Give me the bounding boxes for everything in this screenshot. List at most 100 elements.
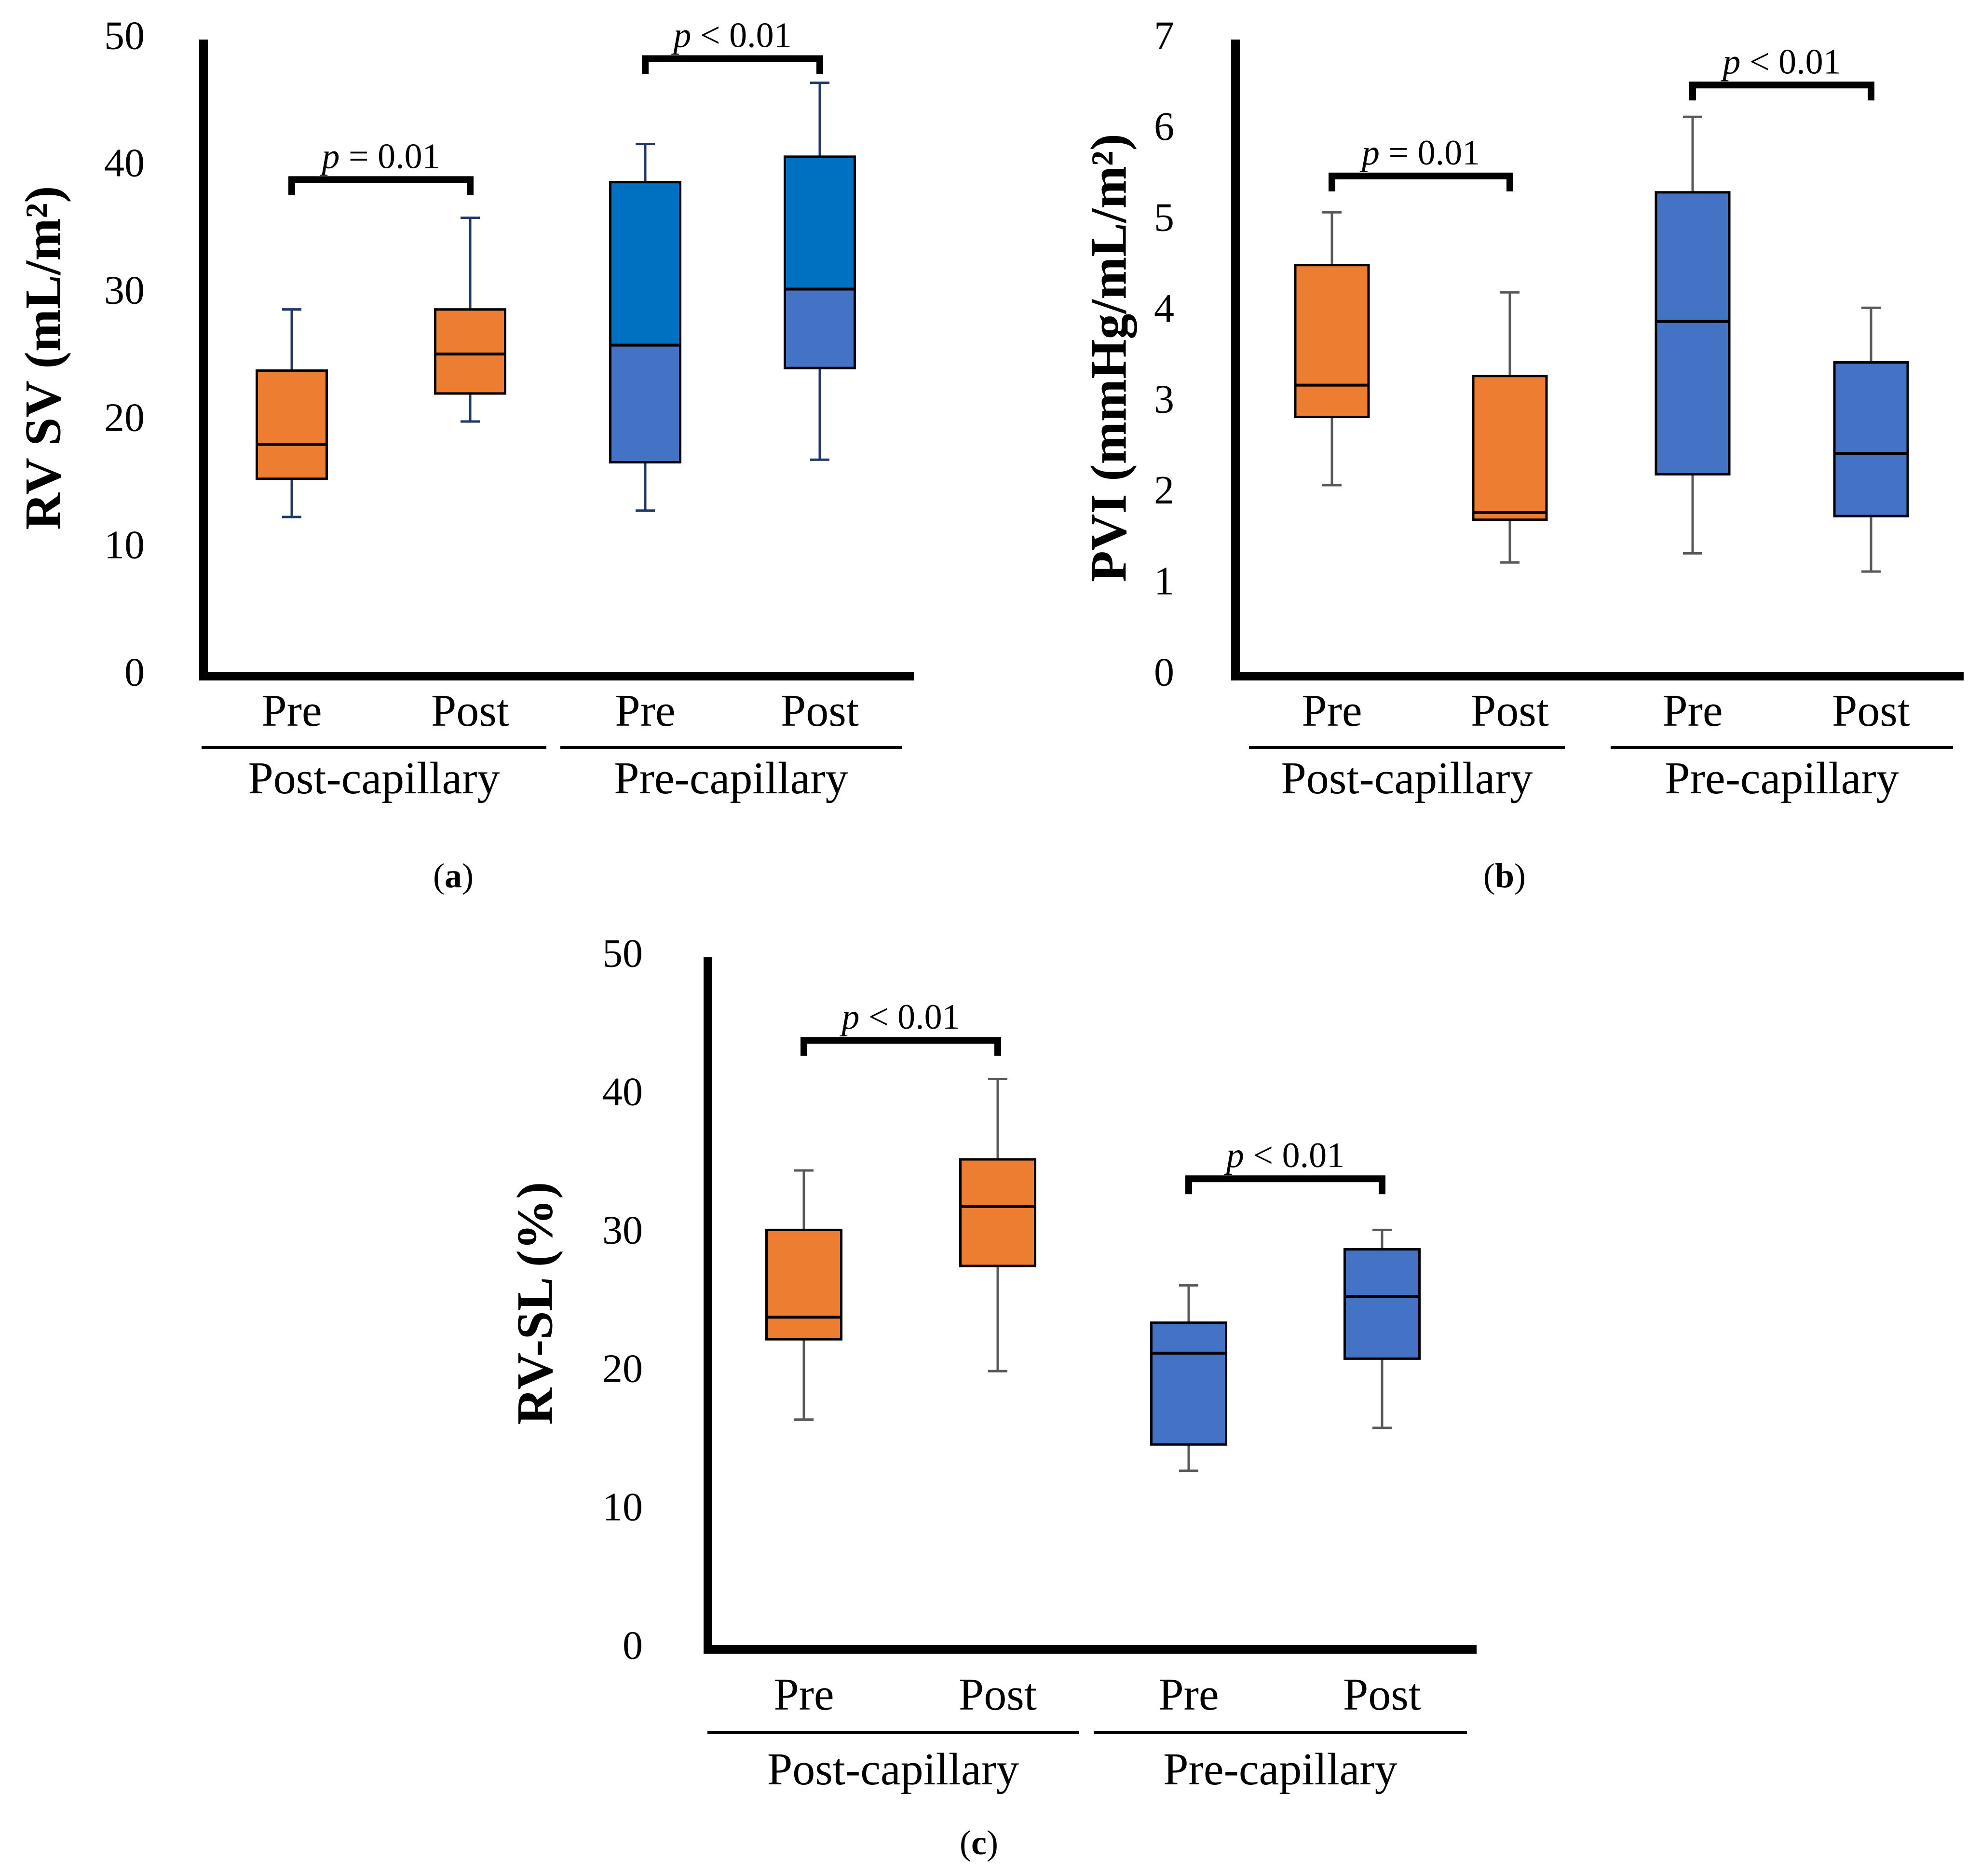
y-tick-label: 0 [623,1623,643,1668]
box-0 [765,1169,842,1421]
box-upper [1151,1322,1226,1353]
box-outline [1472,375,1548,521]
p-value-label: p < 0.01 [839,997,960,1037]
box-0 [1294,211,1370,487]
y-tick-label: 50 [104,13,145,58]
y-tick-label: 4 [1154,286,1174,331]
box-1 [434,217,506,423]
y-tick-label: 1 [1154,559,1174,604]
category-label: Pre [261,686,322,736]
category-label: Post [431,686,509,736]
box-3 [1833,306,1909,573]
p-value-label: p = 0.01 [319,136,440,176]
box-upper [1834,362,1908,453]
box-outline [1655,191,1731,476]
box-outline [959,1158,1036,1267]
significance-bracket [1689,82,1874,101]
box-1 [959,1078,1036,1373]
box-0 [256,308,328,518]
box-upper [785,156,855,289]
box-upper [1473,376,1547,513]
box-lower [610,345,680,462]
category-label: Post [959,1670,1037,1720]
y-tick-label: 20 [104,395,145,440]
box-upper [960,1159,1035,1207]
box-lower [1344,1296,1420,1359]
y-tick-label: 40 [602,1069,643,1114]
box-upper [1344,1249,1420,1297]
box-lower [257,444,327,479]
y-tick-label: 3 [1154,377,1174,422]
box-outline [609,181,681,463]
y-axis-label: RV-SL (%) [506,1182,563,1425]
y-tick-label: 30 [602,1208,643,1252]
y-axis-label: RV SV (mL/m²) [14,186,71,530]
panel-label: (a) [433,856,474,895]
y-tick-label: 50 [602,931,643,976]
chart-a: RV SV (mL/m²) 0 10 20 30 40 50 Pre Post Pre Post Po… [14,13,914,895]
box-lower [1834,453,1908,517]
y-tick-label: 40 [104,140,145,185]
significance-bracket [1185,1175,1385,1195]
box-upper [257,370,327,445]
p-value-label: p < 0.01 [1224,1136,1344,1175]
box-2 [1150,1284,1227,1472]
box-upper [435,309,505,354]
panel-label: (c) [960,1823,998,1862]
category-label: Pre [1158,1670,1219,1720]
significance-bracket [642,55,823,74]
box-1 [1472,291,1548,564]
group-label: Pre-capillary [614,753,848,803]
box-lower [960,1206,1035,1266]
panel-label: (b) [1483,856,1526,895]
group-label: Post-capillary [248,753,500,803]
box-outline [1833,361,1909,517]
box-lower [1656,321,1729,475]
y-tick-label: 0 [124,650,145,694]
box-lower [785,289,855,368]
y-tick-label: 10 [602,1484,643,1529]
category-label: Post [1832,686,1910,736]
box-outline [784,155,856,369]
box-upper [766,1230,841,1318]
box-outline [256,369,328,480]
group-label: Post-capillary [767,1744,1019,1794]
significance-bracket [1329,172,1513,191]
p-value-label: p = 0.01 [1359,133,1480,173]
category-label: Post [1343,1670,1421,1720]
box-3 [784,82,856,461]
y-tick-label: 2 [1154,468,1174,513]
significance-bracket [288,176,474,195]
chart-b: PVI (mmHg/mL/m²) 0 1 2 3 4 5 6 7 Pre Post Pre Post Po… [1080,13,1964,895]
p-value-label: p < 0.01 [671,16,791,55]
y-axis-label: PVI (mmHg/mL/m²) [1080,134,1137,582]
group-label: Post-capillary [1281,753,1533,803]
category-label: Pre [773,1670,834,1720]
category-label: Post [781,686,859,736]
chart-c: RV-SL (%) 0 10 20 30 40 50 Pre Post Pre Post Post-c… [506,931,1477,1862]
box-upper [1656,192,1729,322]
box-2 [1655,115,1731,555]
box-3 [1343,1228,1421,1429]
box-lower [766,1317,841,1340]
y-tick-label: 30 [104,268,145,313]
y-tick-label: 10 [104,522,145,567]
y-tick-label: 0 [1154,650,1174,694]
box-lower [1151,1353,1226,1445]
group-label: Pre-capillary [1665,753,1899,803]
box-outline [1150,1321,1227,1446]
category-label: Pre [1302,686,1362,736]
box-outline [1294,264,1370,419]
y-tick-label: 5 [1154,195,1174,240]
y-tick-label: 20 [602,1346,643,1391]
box-lower [1473,512,1547,520]
box-upper [610,182,680,345]
box-outline [765,1228,842,1341]
p-value-label: p < 0.01 [1720,42,1841,82]
category-label: Post [1471,686,1549,736]
box-outline [434,308,506,395]
significance-bracket [801,1037,1001,1056]
box-lower [1295,385,1369,417]
box-2 [609,142,681,512]
